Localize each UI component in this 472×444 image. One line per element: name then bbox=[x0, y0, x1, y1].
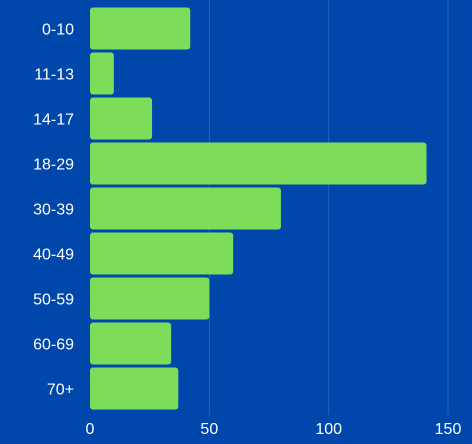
category-label: 60-69 bbox=[33, 337, 74, 354]
category-labels: 0-10 11-13 14-17 18-29 30-39 40-49 50-59 60-69 7… bbox=[33, 22, 74, 399]
category-label: 40-49 bbox=[33, 247, 74, 264]
bar-60-69 bbox=[90, 322, 172, 365]
bar-40-49 bbox=[90, 232, 234, 275]
category-label: 30-39 bbox=[33, 202, 74, 219]
category-label: 18-29 bbox=[33, 157, 74, 174]
bar-14-17 bbox=[90, 97, 153, 140]
category-label: 11-13 bbox=[34, 67, 74, 84]
category-label: 0-10 bbox=[42, 22, 74, 39]
category-label: 70+ bbox=[47, 382, 74, 399]
bar-50-59 bbox=[90, 277, 210, 320]
x-tick-label: 50 bbox=[200, 421, 218, 438]
category-label: 50-59 bbox=[33, 292, 74, 309]
x-tick-label: 100 bbox=[315, 421, 342, 438]
bar-30-39 bbox=[90, 187, 281, 230]
bar-70+ bbox=[90, 367, 179, 410]
bars bbox=[90, 7, 427, 410]
category-label: 14-17 bbox=[33, 112, 74, 129]
bar-11-13 bbox=[90, 52, 114, 95]
x-tick-labels: 0 50 100 150 bbox=[86, 421, 462, 438]
x-tick-label: 0 bbox=[86, 421, 95, 438]
x-tick-label: 150 bbox=[435, 421, 462, 438]
bar-0-10 bbox=[90, 7, 191, 50]
bar-18-29 bbox=[90, 142, 427, 185]
